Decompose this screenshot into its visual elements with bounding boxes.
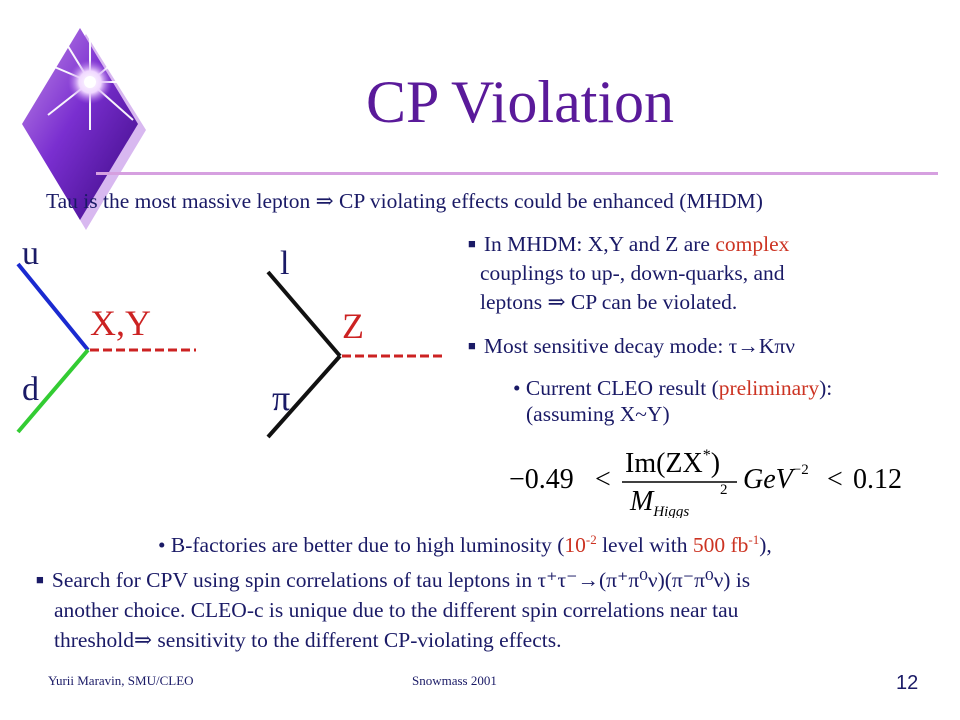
bullet-mhdm-line2: couplings to up-, down-quarks, and (480, 261, 785, 285)
luminosity-highlight: 500 fb-1 (692, 532, 760, 558)
complex-highlight: complex (715, 232, 790, 256)
bullet-spin-correlations: ■ Search for CPV using spin correlations … (36, 568, 751, 592)
tau-pair-process: τ⁺τ⁻→(π⁺π⁰ν)(π⁻π⁰ν) (537, 568, 731, 592)
lepton-l-label: l (280, 245, 289, 282)
diamond-star-logo-icon (22, 20, 154, 230)
bullet-cleo-assumption: (assuming X~Y) (526, 402, 670, 426)
boson-xy-label: X,Y (90, 303, 151, 343)
boson-z-label: Z (342, 306, 364, 346)
slide-title: CP Violation (365, 69, 675, 135)
quark-u-label: u (22, 235, 39, 272)
formula-denominator-exponent: 2 (720, 482, 728, 498)
formula-denominator: MHiggs (629, 486, 689, 518)
feynman-diagram-xy: u d X,Y (16, 235, 196, 434)
formula-lower-bound: −0.49 (509, 464, 574, 495)
formula-less-than-1: < (595, 464, 611, 495)
title-divider (96, 172, 938, 175)
bullet-spin-line2: another choice. CLEO-c is unique due to … (54, 598, 739, 622)
formula-upper-bound: 0.12 (853, 464, 902, 495)
cp-violation-bound-formula: −0.49 < Im(ZX*) MHiggs 2 GeV−2 < 0.12 (509, 447, 902, 518)
footer-author: Yurii Maravin, SMU/CLEO (48, 673, 194, 688)
square-bullet-icon: ■ (468, 236, 476, 251)
preliminary-highlight: preliminary (718, 376, 820, 400)
sensitivity-level-highlight: 10-2 (564, 532, 597, 558)
feynman-diagram-z: l π Z (266, 245, 446, 439)
formula-less-than-2: < (827, 464, 843, 495)
formula-numerator: Im(ZX*) (625, 447, 720, 479)
bullet-cleo-result: • Current CLEO result (preliminary): (513, 376, 833, 400)
page-number: 12 (896, 672, 919, 694)
square-bullet-icon: ■ (36, 572, 44, 587)
footer-conference: Snowmass 2001 (412, 673, 497, 688)
bullet-decay-mode: ■ Most sensitive decay mode: τ→Kπν (468, 334, 795, 358)
bullet-mhdm-line3: leptons ⇒ CP can be violated. (480, 290, 738, 314)
formula-unit: GeV−2 (743, 462, 809, 495)
bullet-b-factories: • B-factories are better due to high lum… (158, 532, 772, 558)
quark-d-label: d (22, 371, 39, 408)
pion-label: π (272, 378, 290, 418)
bullet-spin-line3: threshold⇒ sensitivity to the different … (54, 628, 562, 652)
square-bullet-icon: ■ (468, 338, 476, 353)
bullet-mhdm: ■ In MHDM: X,Y and Z are complex (468, 232, 790, 256)
intro-statement: Tau is the most massive lepton ⇒ CP viol… (46, 189, 763, 213)
